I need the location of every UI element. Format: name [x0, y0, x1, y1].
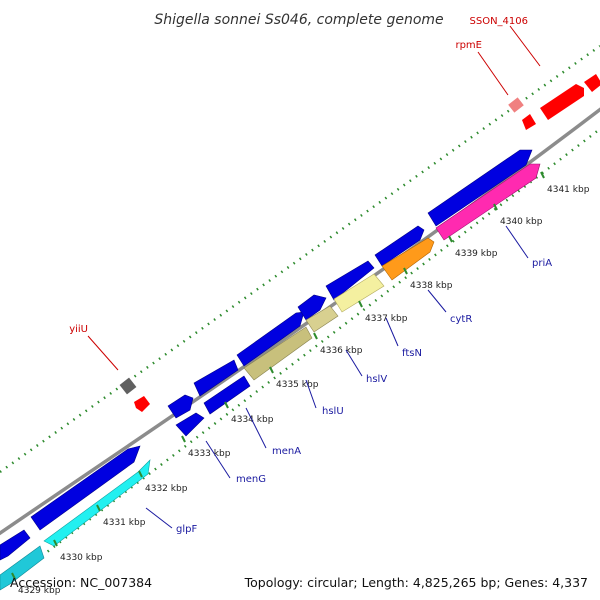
gene-callout-line: [145, 507, 173, 529]
tick-mark: [403, 267, 408, 275]
gene-arrow[interactable]: [522, 114, 536, 130]
gene-label-hslv[interactable]: hslV: [366, 374, 387, 385]
gene-arrow[interactable]: [0, 545, 45, 591]
tick-label: 4340 kbp: [500, 217, 543, 227]
gene-arrow[interactable]: [203, 375, 251, 415]
gene-arrow[interactable]: [134, 396, 150, 412]
gene-label-meng[interactable]: menG: [236, 474, 266, 485]
gene-arrow[interactable]: [305, 305, 339, 333]
tick-mark: [181, 435, 186, 443]
tick-label: 4332 kbp: [145, 484, 188, 494]
tick-label: 4338 kbp: [410, 281, 453, 291]
tick-dots-upper: [0, 44, 600, 474]
gene-arrow[interactable]: [193, 359, 239, 397]
gene-arrow[interactable]: [374, 225, 425, 267]
gene-label-hslu[interactable]: hslU: [322, 406, 344, 417]
gene-callout-line: [205, 440, 231, 479]
map-title: Shigella sonnei Ss046, complete genome: [154, 12, 443, 28]
gene-arrow[interactable]: [243, 326, 313, 381]
gene-callout-line: [385, 317, 399, 347]
genome-summary: Topology: circular; Length: 4,825,265 bp…: [244, 575, 588, 590]
gene-arrow[interactable]: [540, 84, 584, 120]
reverse-strand-genes: [119, 74, 600, 412]
tick-mark: [138, 470, 143, 478]
gene-arrow[interactable]: [333, 273, 385, 313]
tick-label: 4331 kbp: [103, 518, 146, 528]
gene-labels: glpF menG menA hslU hslV ftsN cytR priA yiiU rpmE…: [69, 16, 552, 535]
gene-arrow[interactable]: [43, 459, 151, 547]
gene-arrow[interactable]: [381, 237, 435, 281]
gene-label-ftsn[interactable]: ftsN: [402, 348, 422, 359]
gene-label-mena[interactable]: menA: [272, 446, 301, 457]
gene-callout-line: [427, 289, 447, 313]
tick-mark: [540, 171, 545, 179]
tick-mark: [11, 572, 16, 580]
gene-arrow[interactable]: [584, 74, 600, 92]
gene-callout-line: [345, 349, 363, 377]
accession-text: Accession: NC_007384: [10, 575, 153, 590]
gene-label-pria[interactable]: priA: [532, 258, 552, 269]
gene-arrow[interactable]: [297, 294, 327, 321]
tick-label: 4339 kbp: [455, 249, 498, 259]
tick-mark: [358, 300, 363, 308]
tick-mark: [53, 539, 58, 547]
gene-label-cytr[interactable]: cytR: [450, 314, 472, 325]
tick-label: 4335 kbp: [276, 380, 319, 390]
gene-callout-line: [245, 407, 267, 449]
gene-label-glpf[interactable]: glpF: [176, 524, 197, 535]
gene-arrow[interactable]: [427, 149, 533, 227]
gene-callout-line: [505, 225, 529, 259]
tick-mark: [224, 401, 229, 409]
tick-mark: [493, 203, 498, 211]
gene-arrow[interactable]: [325, 260, 375, 301]
gene-callout-line: [477, 51, 509, 96]
gene-arrow[interactable]: [175, 412, 205, 437]
gene-block[interactable]: [508, 97, 524, 113]
tick-label: 4330 kbp: [60, 553, 103, 563]
tick-label: 4336 kbp: [320, 346, 363, 356]
gene-arrow[interactable]: [435, 163, 541, 241]
tick-mark: [269, 366, 274, 374]
tick-label: 4333 kbp: [188, 449, 231, 459]
gene-callout-line: [87, 335, 119, 371]
tick-mark: [96, 504, 101, 512]
gene-arrow[interactable]: [236, 311, 305, 367]
gene-arrow[interactable]: [30, 445, 141, 531]
gene-block[interactable]: [119, 377, 137, 395]
colored-genes: [0, 163, 541, 591]
tick-dots-lower: [0, 128, 600, 589]
gene-label-rpme[interactable]: rpmE: [455, 40, 482, 51]
gene-arrow[interactable]: [167, 394, 194, 419]
tick-label: 4329 kbp: [18, 586, 61, 596]
tick-mark: [448, 235, 453, 243]
tick-mark: [313, 332, 318, 340]
gene-arrow[interactable]: [0, 529, 31, 561]
gene-label-yiiu[interactable]: yiiU: [69, 324, 88, 335]
gene-callout-line: [305, 379, 317, 409]
gene-callout-line: [509, 25, 541, 67]
forward-strand-genes: [0, 149, 533, 561]
tick-label: 4341 kbp: [547, 185, 590, 195]
tick-labels: 4329 kbp 4330 kbp 4331 kbp 4332 kbp 4333 kbp…: [11, 171, 590, 596]
gene-label-sson-4106[interactable]: SSON_4106: [470, 16, 529, 27]
tick-dots: [0, 44, 600, 589]
